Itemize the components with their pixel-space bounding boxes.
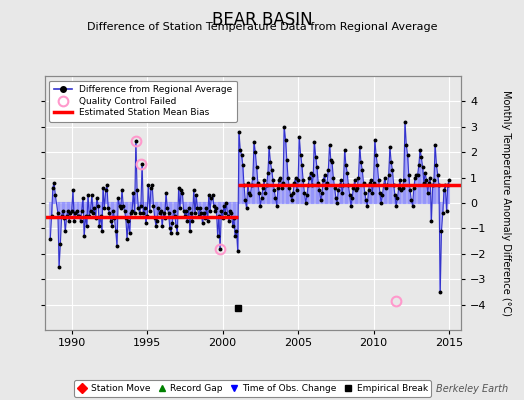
Text: Berkeley Earth: Berkeley Earth (436, 384, 508, 394)
Text: Difference of Station Temperature Data from Regional Average: Difference of Station Temperature Data f… (87, 22, 437, 32)
Text: BEAR BASIN: BEAR BASIN (212, 11, 312, 29)
Legend: Station Move, Record Gap, Time of Obs. Change, Empirical Break: Station Move, Record Gap, Time of Obs. C… (74, 380, 431, 397)
Y-axis label: Monthly Temperature Anomaly Difference (°C): Monthly Temperature Anomaly Difference (… (500, 90, 510, 316)
